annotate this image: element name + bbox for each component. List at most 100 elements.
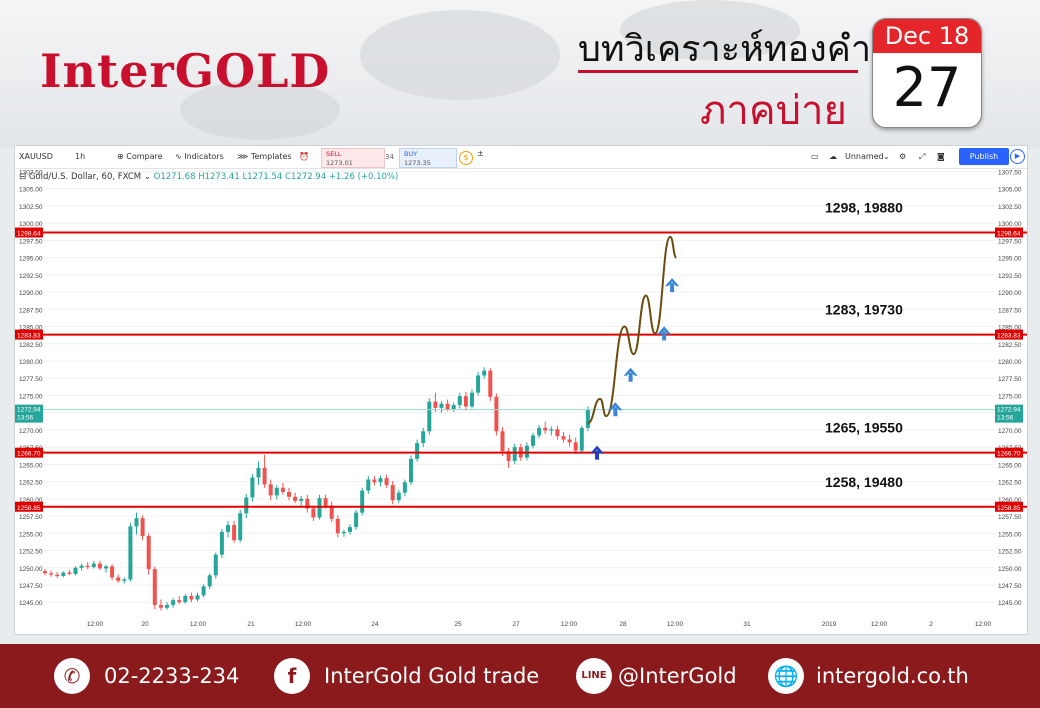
spread-value: 34 (385, 153, 394, 161)
up-arrow-stem (613, 407, 618, 417)
camera-icon[interactable]: ◙ (937, 152, 945, 161)
up-arrow-stem (628, 372, 633, 382)
level-price-label: 1258.85 (17, 505, 41, 512)
x-tick-label: 12:00 (190, 621, 207, 628)
level-annotation: 1265, 19550 (825, 420, 903, 436)
candle-body (79, 565, 84, 568)
candle-body (213, 554, 218, 576)
candle-body (268, 484, 273, 496)
y-tick-label: 1282.50 (998, 342, 1022, 349)
level-annotation: 1298, 19880 (825, 200, 903, 216)
current-price-label: 1272.94 (997, 407, 1021, 414)
level-price-tag (15, 501, 43, 512)
candle-body (91, 563, 96, 568)
y-tick-label: 1280.00 (998, 359, 1022, 366)
y-tick-label-left: 1297.50 (19, 238, 43, 245)
y-tick-label: 1290.00 (998, 290, 1022, 297)
y-tick-label: 1250.00 (998, 566, 1022, 573)
indicators-button[interactable]: ∿ Indicators (175, 152, 224, 161)
candle-body (341, 531, 346, 534)
candle-body (226, 525, 230, 532)
sell-button[interactable]: SELL 1273.01 (321, 148, 385, 168)
up-arrow-icon (623, 367, 638, 376)
candle-body (524, 445, 529, 458)
candle-body (104, 566, 108, 569)
page-title: บทวิเคราะห์ทองคำ (578, 29, 872, 70)
y-tick-label-left: 1295.00 (19, 256, 43, 263)
brand-logo: InterGOLD (40, 44, 331, 98)
interval-button[interactable]: 1h (75, 152, 86, 161)
candle-body (366, 479, 371, 491)
compare-label: Compare (126, 152, 163, 161)
symbol-button[interactable]: XAUUSD (19, 152, 53, 161)
candle-body (409, 458, 413, 483)
publish-button[interactable]: Publish (959, 148, 1009, 165)
ohlc-values: O1271.68 H1273.41 L1271.54 C1272.94 +1.2… (153, 172, 399, 182)
fullscreen-icon[interactable]: ⤢ (919, 152, 926, 161)
x-tick-label: 12:00 (561, 621, 578, 628)
footer-phone[interactable]: 02-2233-234 (104, 664, 240, 688)
candle-body (439, 403, 444, 408)
chevron-down-icon[interactable]: ⌄ (883, 152, 890, 161)
candle-body (317, 498, 322, 518)
play-icon[interactable]: ▶ (1010, 149, 1025, 164)
candle-body (116, 577, 121, 581)
footer-facebook[interactable]: InterGold Gold trade (324, 664, 540, 688)
y-tick-label: 1252.50 (998, 549, 1022, 556)
candle-body (134, 518, 139, 527)
templates-button[interactable]: ⋙ Templates (237, 152, 292, 161)
buy-button[interactable]: BUY 1273.35 (399, 148, 457, 168)
y-tick-label: 1270.00 (998, 428, 1022, 435)
y-tick-label: 1262.50 (998, 480, 1022, 487)
candle-body (378, 478, 383, 483)
footer-line[interactable]: @InterGold (618, 664, 737, 688)
candle-body (585, 409, 590, 428)
plus-minus-icon[interactable]: ± (477, 149, 484, 158)
candle-body (323, 498, 328, 506)
fullscreen-box-icon[interactable]: ▭ (811, 152, 819, 161)
candle-body (561, 436, 566, 440)
level-price-tag (995, 501, 1023, 512)
compare-button[interactable]: ⊕ Compare (117, 152, 163, 161)
candle-body (183, 596, 188, 603)
candle-body (476, 375, 481, 393)
x-tick-label: 2019 (822, 621, 837, 628)
y-tick-label-left: 1292.50 (19, 273, 43, 280)
x-tick-label: 31 (743, 621, 751, 628)
price-chart[interactable]: 1307.50 1307.50 1305.00 1305.00 1302.50 1302.… (15, 146, 1027, 634)
level-annotation: 1258, 19480 (825, 474, 903, 490)
candle-body (189, 596, 194, 600)
y-tick-label-left: 1270.00 (19, 428, 43, 435)
cloud-icon: ☁ (829, 152, 837, 161)
collapse-icon[interactable]: ⊟ (19, 172, 29, 182)
up-arrow-icon (608, 402, 623, 411)
candle-body (494, 396, 499, 432)
candle-body (555, 429, 560, 437)
level-price-label: 1266.70 (997, 451, 1021, 458)
countdown-label: 13:56 (997, 415, 1014, 422)
footer-website[interactable]: intergold.co.th (816, 664, 969, 688)
level-price-label: 1298.64 (997, 231, 1021, 238)
candle-body (329, 505, 334, 519)
candle-body (262, 467, 267, 485)
candle-body (256, 467, 261, 478)
candle-body (195, 595, 200, 600)
candle-body (165, 604, 169, 608)
info-icon[interactable]: $ (459, 151, 473, 165)
level-price-tag (15, 329, 43, 340)
candle-body (67, 572, 72, 574)
plus-circle-icon: ⊕ (117, 152, 127, 161)
gear-icon[interactable]: ⚙ (899, 152, 907, 161)
candle-body (152, 569, 157, 605)
layout-name[interactable]: Unnamed (845, 152, 884, 161)
candle-body (500, 431, 505, 452)
candle-body (274, 487, 279, 496)
candle-body (140, 518, 145, 537)
alert-icon[interactable]: ⏰ (299, 152, 309, 161)
facebook-icon: f (274, 658, 310, 694)
x-tick-label: 12:00 (871, 621, 888, 628)
candle-body (543, 427, 548, 431)
candle-body (360, 490, 365, 513)
x-tick-label: 28 (619, 621, 627, 628)
candle-body (463, 396, 468, 407)
